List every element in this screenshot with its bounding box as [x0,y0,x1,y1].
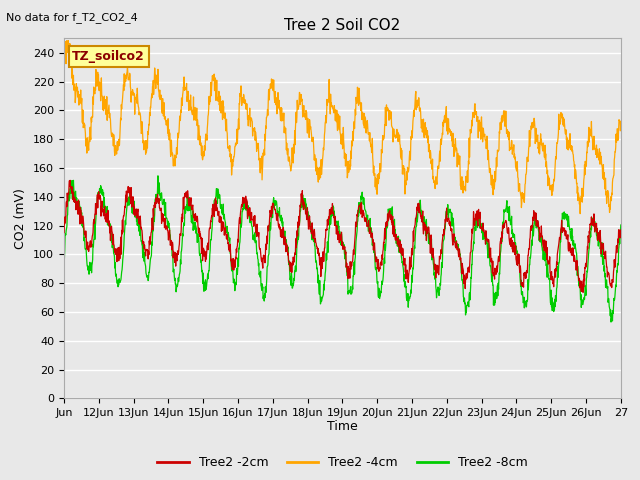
Y-axis label: CO2 (mV): CO2 (mV) [15,188,28,249]
Legend: Tree2 -2cm, Tree2 -4cm, Tree2 -8cm: Tree2 -2cm, Tree2 -4cm, Tree2 -8cm [152,452,532,474]
Text: No data for f_T2_CO2_4: No data for f_T2_CO2_4 [6,12,138,23]
Text: TZ_soilco2: TZ_soilco2 [72,50,145,63]
Title: Tree 2 Soil CO2: Tree 2 Soil CO2 [284,18,401,33]
X-axis label: Time: Time [327,420,358,432]
